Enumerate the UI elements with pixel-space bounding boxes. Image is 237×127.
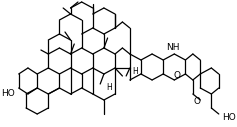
Text: NH: NH: [166, 44, 179, 52]
Text: O: O: [173, 72, 181, 81]
Text: H: H: [132, 67, 138, 76]
Text: HO: HO: [1, 90, 15, 99]
Text: HO: HO: [223, 114, 236, 123]
Text: O: O: [194, 98, 201, 107]
Text: H: H: [107, 83, 112, 92]
